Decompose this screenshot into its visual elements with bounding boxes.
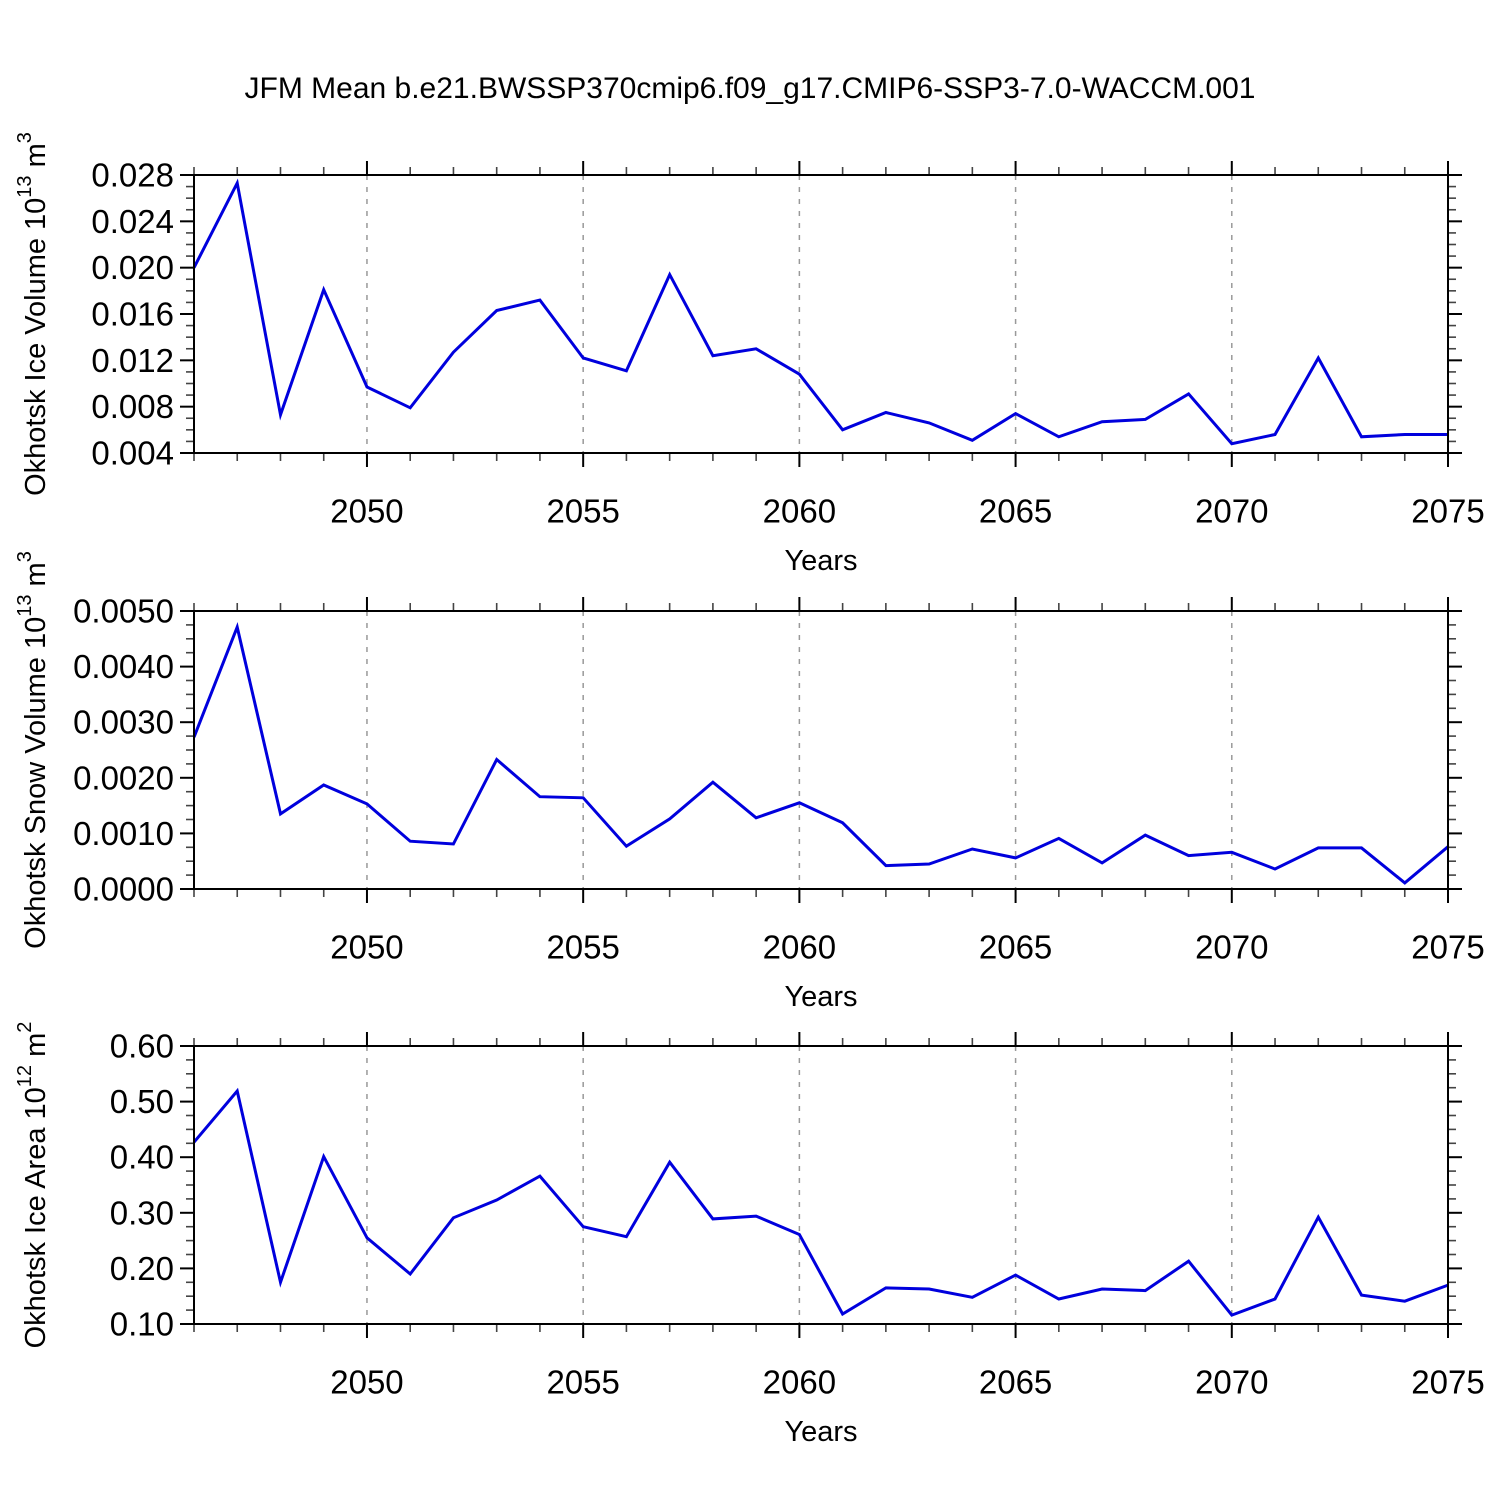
y-tick-label: 0.50 (110, 1083, 174, 1120)
y-tick-label: 0.012 (91, 342, 174, 379)
x-tick-label: 2075 (1411, 929, 1484, 966)
y-tick-label: 0.0030 (73, 704, 174, 741)
x-tick-label: 2050 (330, 493, 403, 530)
x-tick-label: 2070 (1195, 929, 1268, 966)
snow-volume-line (192, 622, 1449, 885)
x-tick-label: 2060 (763, 493, 836, 530)
y-tick-label: 0.10 (110, 1306, 174, 1343)
x-axis-label: Years (784, 981, 857, 1013)
x-axis-label: Years (784, 1416, 857, 1448)
x-tick-label: 2075 (1411, 1364, 1484, 1401)
x-tick-label: 2055 (546, 493, 619, 530)
x-tick-label: 2055 (546, 1364, 619, 1401)
plot-frame (193, 1045, 1449, 1325)
x-tick-label: 2065 (979, 493, 1052, 530)
panel-ice-volume: 2050 2055 2060 2065 2070 2075 0.004 0.008 0.012 0… (14, 132, 1485, 577)
y-axis-label: Okhotsk Ice Area 1012 m2 (14, 1022, 52, 1349)
x-tick-label: 2060 (763, 1364, 836, 1401)
x-tick-label: 2055 (546, 929, 619, 966)
y-tick-label: 0.0000 (73, 871, 174, 908)
plot-frame (193, 174, 1449, 454)
y-tick-label: 0.008 (91, 388, 174, 425)
y-tick-label: 0.20 (110, 1250, 174, 1287)
panel-snow-volume: 2050 2055 2060 2065 2070 2075 0.0000 0.0010 0.00… (14, 551, 1485, 1013)
x-gridlines (366, 175, 1233, 453)
ice-volume-line (192, 178, 1448, 446)
x-gridlines (366, 611, 1233, 889)
y-ticks (180, 1045, 1462, 1325)
y-tick-label: 0.020 (91, 249, 174, 286)
y-ticks (180, 174, 1462, 454)
y-tick-label: 0.40 (110, 1139, 174, 1176)
y-axis-label: Okhotsk Ice Volume 1013 m3 (14, 132, 52, 496)
panel-ice-area: 2050 2055 2060 2065 2070 2075 0.10 0.20 0.30 0.40… (14, 1022, 1485, 1448)
x-tick-label: 2065 (979, 929, 1052, 966)
x-tick-label: 2050 (330, 1364, 403, 1401)
y-ticks (180, 610, 1462, 890)
x-tick-label: 2065 (979, 1364, 1052, 1401)
y-tick-label: 0.004 (91, 435, 174, 472)
x-tick-label: 2050 (330, 929, 403, 966)
y-tick-label: 0.016 (91, 296, 174, 333)
plot-frame (193, 610, 1449, 890)
x-axis-label: Years (784, 545, 857, 577)
x-ticks (193, 597, 1449, 903)
x-tick-label: 2070 (1195, 493, 1268, 530)
y-tick-label: 0.30 (110, 1194, 174, 1231)
x-gridlines (366, 1046, 1233, 1324)
y-axis-label: Okhotsk Snow Volume 1013 m3 (14, 551, 52, 949)
y-tick-label: 0.60 (110, 1028, 174, 1065)
x-tick-label: 2075 (1411, 493, 1484, 530)
x-tick-label: 2060 (763, 929, 836, 966)
x-ticks (193, 1032, 1449, 1338)
ice-area-line (192, 1087, 1449, 1317)
y-tick-label: 0.028 (91, 157, 174, 194)
x-tick-label: 2070 (1195, 1364, 1268, 1401)
y-tick-label: 0.0050 (73, 593, 174, 630)
y-tick-label: 0.0010 (73, 815, 174, 852)
y-tick-label: 0.024 (91, 203, 174, 240)
figure-title: JFM Mean b.e21.BWSSP370cmip6.f09_g17.CMI… (244, 72, 1256, 105)
y-tick-label: 0.0020 (73, 759, 174, 796)
x-ticks (193, 161, 1449, 467)
y-tick-label: 0.0040 (73, 648, 174, 685)
